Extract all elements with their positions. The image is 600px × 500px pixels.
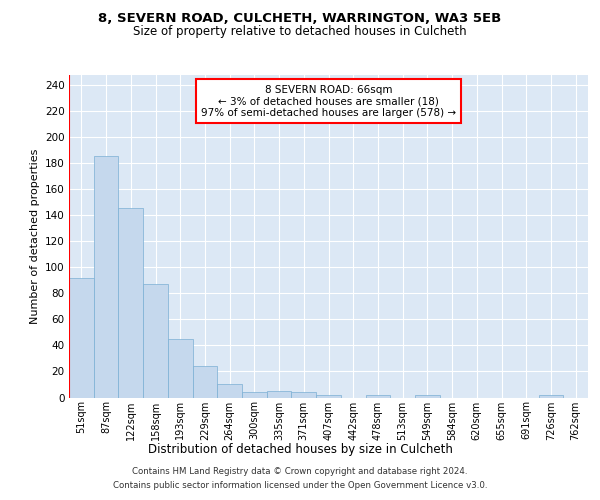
Bar bbox=[118, 208, 143, 398]
Bar bbox=[217, 384, 242, 398]
Bar bbox=[292, 392, 316, 398]
Text: 8, SEVERN ROAD, CULCHETH, WARRINGTON, WA3 5EB: 8, SEVERN ROAD, CULCHETH, WARRINGTON, WA… bbox=[98, 12, 502, 26]
Bar bbox=[316, 395, 341, 398]
Bar bbox=[94, 156, 118, 398]
Text: 8 SEVERN ROAD: 66sqm
← 3% of detached houses are smaller (18)
97% of semi-detach: 8 SEVERN ROAD: 66sqm ← 3% of detached ho… bbox=[201, 84, 456, 118]
Bar bbox=[365, 395, 390, 398]
Bar bbox=[267, 391, 292, 398]
Text: Distribution of detached houses by size in Culcheth: Distribution of detached houses by size … bbox=[148, 442, 452, 456]
Text: Size of property relative to detached houses in Culcheth: Size of property relative to detached ho… bbox=[133, 25, 467, 38]
Text: Contains HM Land Registry data © Crown copyright and database right 2024.: Contains HM Land Registry data © Crown c… bbox=[132, 467, 468, 476]
Bar bbox=[69, 278, 94, 398]
Y-axis label: Number of detached properties: Number of detached properties bbox=[29, 148, 40, 324]
Bar bbox=[143, 284, 168, 398]
Bar bbox=[539, 395, 563, 398]
Bar bbox=[242, 392, 267, 398]
Bar bbox=[415, 395, 440, 398]
Text: Contains public sector information licensed under the Open Government Licence v3: Contains public sector information licen… bbox=[113, 481, 487, 490]
Bar bbox=[168, 339, 193, 398]
Bar bbox=[193, 366, 217, 398]
